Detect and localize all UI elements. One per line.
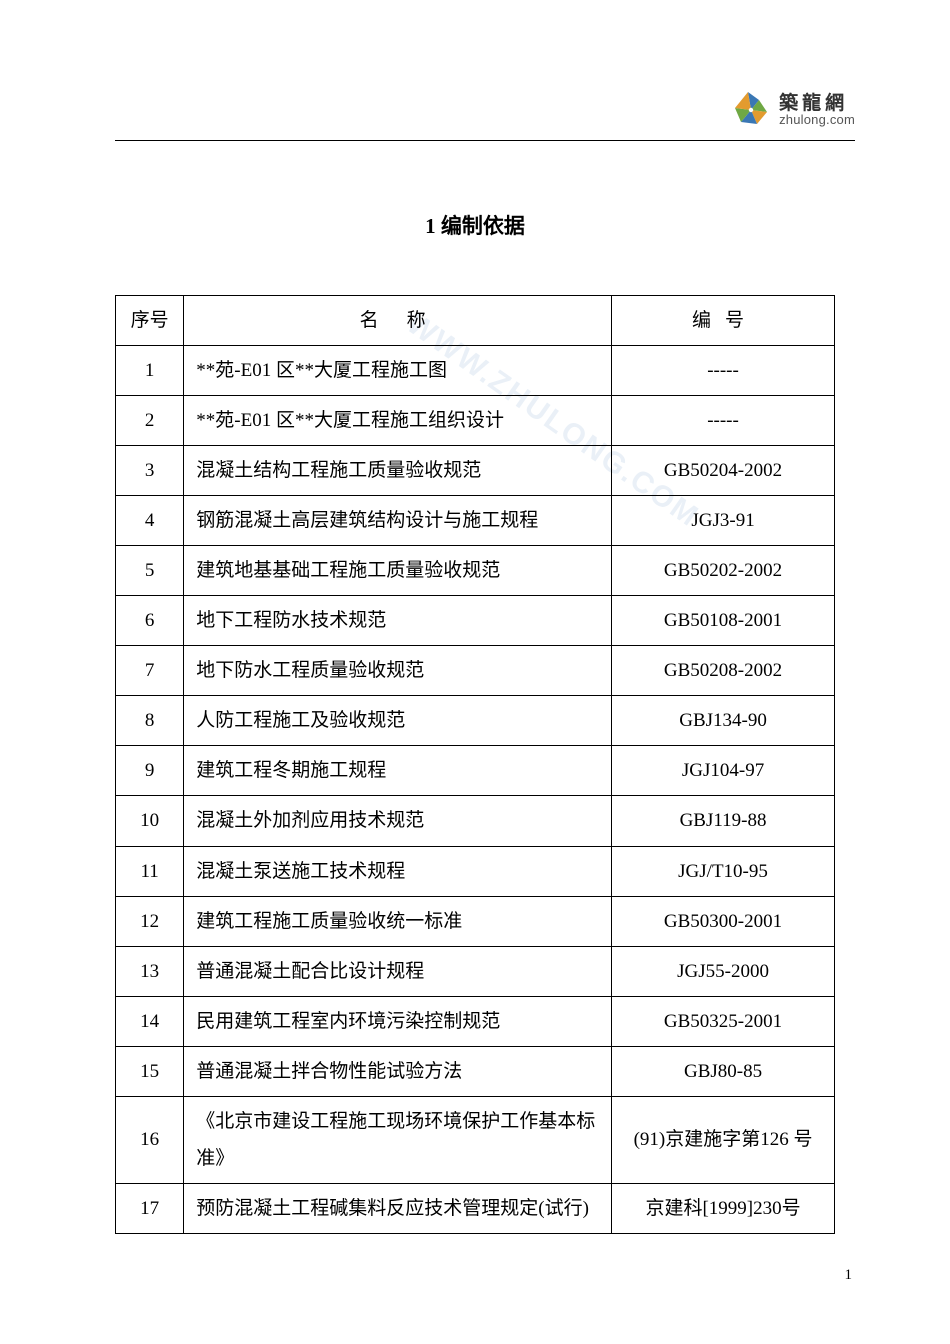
logo-pinwheel-icon	[729, 88, 773, 132]
section-title: 1 编制依据	[115, 210, 835, 240]
table-row: 17 预防混凝土工程碱集料反应技术管理规定(试行) 京建科[1999]230号	[116, 1183, 835, 1233]
cell-code: JGJ104-97	[612, 746, 835, 796]
cell-name: 地下工程防水技术规范	[184, 596, 612, 646]
cell-num: 5	[116, 546, 184, 596]
cell-code: GB50325-2001	[612, 996, 835, 1046]
cell-num: 17	[116, 1183, 184, 1233]
cell-name: 建筑地基基础工程施工质量验收规范	[184, 546, 612, 596]
cell-num: 13	[116, 946, 184, 996]
cell-num: 9	[116, 746, 184, 796]
table-row: 6 地下工程防水技术规范 GB50108-2001	[116, 596, 835, 646]
logo-text-en: zhulong.com	[779, 113, 855, 126]
table-row: 1 **苑-E01 区**大厦工程施工图 -----	[116, 346, 835, 396]
cell-num: 16	[116, 1096, 184, 1183]
cell-num: 1	[116, 346, 184, 396]
cell-name: 《北京市建设工程施工现场环境保护工作基本标准》	[184, 1096, 612, 1183]
cell-num: 4	[116, 496, 184, 546]
cell-name: 民用建筑工程室内环境污染控制规范	[184, 996, 612, 1046]
table-row: 7 地下防水工程质量验收规范 GB50208-2002	[116, 646, 835, 696]
cell-num: 11	[116, 846, 184, 896]
th-num: 序号	[116, 296, 184, 346]
cell-name: 普通混凝土拌合物性能试验方法	[184, 1046, 612, 1096]
cell-code: GB50300-2001	[612, 896, 835, 946]
table-row: 15 普通混凝土拌合物性能试验方法 GBJ80-85	[116, 1046, 835, 1096]
cell-code: -----	[612, 346, 835, 396]
cell-name: **苑-E01 区**大厦工程施工组织设计	[184, 396, 612, 446]
content: 1 编制依据 序号 名称 编号 1 **苑-E01 区**大厦工程施工图 ---…	[115, 210, 835, 1234]
table-row: 10 混凝土外加剂应用技术规范 GBJ119-88	[116, 796, 835, 846]
table-row: 5 建筑地基基础工程施工质量验收规范 GB50202-2002	[116, 546, 835, 596]
cell-code: GBJ119-88	[612, 796, 835, 846]
cell-code: -----	[612, 396, 835, 446]
cell-code: GBJ80-85	[612, 1046, 835, 1096]
cell-code: 京建科[1999]230号	[612, 1183, 835, 1233]
basis-table: 序号 名称 编号 1 **苑-E01 区**大厦工程施工图 ----- 2 **…	[115, 295, 835, 1234]
cell-num: 3	[116, 446, 184, 496]
table-header-row: 序号 名称 编号	[116, 296, 835, 346]
table-row: 11 混凝土泵送施工技术规程 JGJ/T10-95	[116, 846, 835, 896]
cell-name: **苑-E01 区**大厦工程施工图	[184, 346, 612, 396]
table-row: 2 **苑-E01 区**大厦工程施工组织设计 -----	[116, 396, 835, 446]
cell-code: GB50208-2002	[612, 646, 835, 696]
cell-code: (91)京建施字第126 号	[612, 1096, 835, 1183]
cell-code: GB50202-2002	[612, 546, 835, 596]
document-page: 築龍網 zhulong.com WWW.ZHULONG.COM 1 编制依据 序…	[0, 0, 950, 1344]
cell-name: 钢筋混凝土高层建筑结构设计与施工规程	[184, 496, 612, 546]
cell-name: 普通混凝土配合比设计规程	[184, 946, 612, 996]
cell-num: 8	[116, 696, 184, 746]
cell-num: 6	[116, 596, 184, 646]
cell-name: 人防工程施工及验收规范	[184, 696, 612, 746]
cell-name: 预防混凝土工程碱集料反应技术管理规定(试行)	[184, 1183, 612, 1233]
page-number: 1	[845, 1267, 853, 1284]
site-logo: 築龍網 zhulong.com	[729, 88, 855, 132]
cell-code: JGJ3-91	[612, 496, 835, 546]
th-name: 名称	[184, 296, 612, 346]
logo-text: 築龍網 zhulong.com	[779, 94, 855, 126]
cell-code: JGJ55-2000	[612, 946, 835, 996]
cell-code: GB50204-2002	[612, 446, 835, 496]
table-row: 14 民用建筑工程室内环境污染控制规范 GB50325-2001	[116, 996, 835, 1046]
cell-num: 15	[116, 1046, 184, 1096]
cell-num: 12	[116, 896, 184, 946]
cell-code: GB50108-2001	[612, 596, 835, 646]
cell-name: 建筑工程冬期施工规程	[184, 746, 612, 796]
table-row: 9 建筑工程冬期施工规程 JGJ104-97	[116, 746, 835, 796]
header-divider	[115, 140, 855, 141]
cell-name: 混凝土外加剂应用技术规范	[184, 796, 612, 846]
table-row: 13 普通混凝土配合比设计规程 JGJ55-2000	[116, 946, 835, 996]
cell-code: GBJ134-90	[612, 696, 835, 746]
table-row: 4 钢筋混凝土高层建筑结构设计与施工规程 JGJ3-91	[116, 496, 835, 546]
cell-code: JGJ/T10-95	[612, 846, 835, 896]
cell-name: 地下防水工程质量验收规范	[184, 646, 612, 696]
cell-num: 2	[116, 396, 184, 446]
cell-name: 建筑工程施工质量验收统一标准	[184, 896, 612, 946]
th-code: 编号	[612, 296, 835, 346]
cell-num: 10	[116, 796, 184, 846]
logo-text-cn: 築龍網	[779, 94, 848, 113]
table-row: 8 人防工程施工及验收规范 GBJ134-90	[116, 696, 835, 746]
table-body: 1 **苑-E01 区**大厦工程施工图 ----- 2 **苑-E01 区**…	[116, 346, 835, 1234]
cell-num: 14	[116, 996, 184, 1046]
table-row: 16 《北京市建设工程施工现场环境保护工作基本标准》 (91)京建施字第126 …	[116, 1096, 835, 1183]
cell-name: 混凝土泵送施工技术规程	[184, 846, 612, 896]
cell-num: 7	[116, 646, 184, 696]
table-row: 12 建筑工程施工质量验收统一标准 GB50300-2001	[116, 896, 835, 946]
table-row: 3 混凝土结构工程施工质量验收规范 GB50204-2002	[116, 446, 835, 496]
cell-name: 混凝土结构工程施工质量验收规范	[184, 446, 612, 496]
